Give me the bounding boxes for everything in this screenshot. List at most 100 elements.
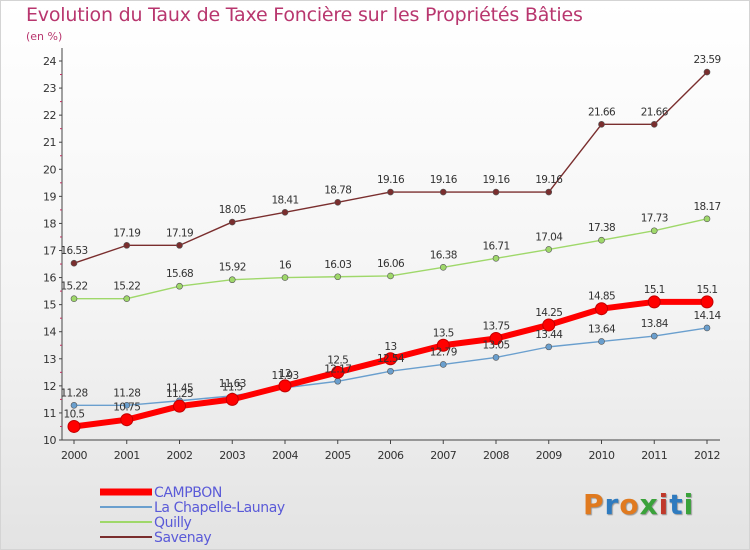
data-point [489,331,503,345]
logo-letter: x [639,488,659,521]
x-tick-label: 2012 [694,449,720,462]
data-point [439,188,447,196]
y-tick-label: 12 [43,380,56,393]
data-point [173,399,186,413]
data-label: 13.84 [641,318,669,330]
data-point [598,338,605,345]
y-tick-label: 14 [43,326,56,339]
data-label: 11.93 [271,370,298,382]
x-tick-label: 2003 [219,449,245,462]
y-tick-label: 23 [43,82,56,95]
x-tick-label: 2000 [61,449,87,462]
data-label: 17.04 [535,231,563,243]
x-tick-label: 2006 [378,449,404,462]
y-tick-label: 11 [43,407,56,420]
data-label: 16 [279,260,292,272]
data-label: 11.28 [113,387,140,399]
data-point [598,236,605,244]
logo-letter: P [583,488,605,521]
x-tick-label: 2007 [430,449,456,462]
legend-label: Savenay [154,530,211,546]
data-point [542,318,556,332]
data-label: 16.71 [482,240,509,252]
data-label: 16.06 [377,258,405,270]
data-label: 13.5 [433,327,454,339]
data-label: 16.38 [430,249,457,261]
data-point [703,68,711,76]
data-point [228,276,236,284]
x-tick-label: 2010 [589,449,615,462]
data-label: 21.66 [641,106,669,118]
data-point [225,392,239,406]
data-label: 13.05 [482,339,509,351]
x-tick-label: 2008 [483,449,509,462]
data-point [67,419,81,433]
data-label: 17.38 [588,222,615,234]
data-point [650,332,658,340]
data-label: 15.22 [60,281,87,293]
data-label: 15.68 [166,268,193,280]
data-label: 14.25 [535,307,562,319]
data-point [70,295,78,302]
data-label: 18.78 [324,184,351,196]
data-label: 19.16 [430,174,458,186]
legend-label: Quilly [154,515,192,531]
y-tick-label: 22 [43,109,56,122]
data-label: 19.16 [377,174,405,186]
data-label: 12.5 [327,354,348,366]
data-point [545,343,553,351]
data-point [650,227,658,235]
logo-letter: o [619,488,640,521]
data-point [176,282,183,290]
logo-letter: i [683,488,695,521]
data-point [492,255,500,262]
data-point [700,295,714,309]
data-label: 17.19 [113,227,140,239]
y-tick-label: 21 [43,136,56,149]
chart-subtitle: (en %) [26,30,63,43]
data-label: 23.59 [693,54,720,66]
data-point [281,209,289,216]
y-tick-label: 24 [43,55,56,68]
x-tick-label: 2009 [536,449,562,462]
data-label: 11.28 [60,387,87,399]
data-label: 16.03 [324,259,351,271]
data-point [492,188,500,196]
data-point [123,242,131,249]
data-point [436,338,450,352]
data-point [439,361,447,368]
data-label: 11.25 [166,388,193,400]
y-tick-label: 13 [43,353,56,366]
data-point [439,263,447,271]
data-point [595,302,608,316]
data-label: 15.1 [644,284,665,296]
data-point [278,379,292,393]
logo-letter: t [669,488,684,521]
data-point [331,365,345,379]
data-point [384,352,397,366]
x-tick-label: 2001 [114,449,140,462]
chart-title: Evolution du Taux de Taxe Foncière sur l… [26,4,583,26]
y-tick-label: 17 [43,245,56,258]
data-label: 17.73 [641,213,668,225]
data-point [387,272,394,280]
data-point [598,121,605,128]
data-label: 19.16 [482,174,510,186]
data-label: 11.63 [219,378,246,390]
y-tick-label: 16 [43,272,56,285]
data-point [703,324,711,332]
data-label: 13.44 [535,329,563,341]
data-point [334,199,342,206]
data-label: 15.22 [113,281,140,293]
data-label: 21.66 [588,106,616,118]
data-label: 14.14 [693,310,721,322]
data-point [123,402,131,409]
x-tick-label: 2005 [325,449,351,462]
data-label: 13 [384,341,396,353]
data-label: 13.75 [482,320,509,332]
data-point [703,215,711,223]
data-point [70,259,78,267]
y-tick-label: 18 [43,217,56,230]
data-point [228,218,236,226]
